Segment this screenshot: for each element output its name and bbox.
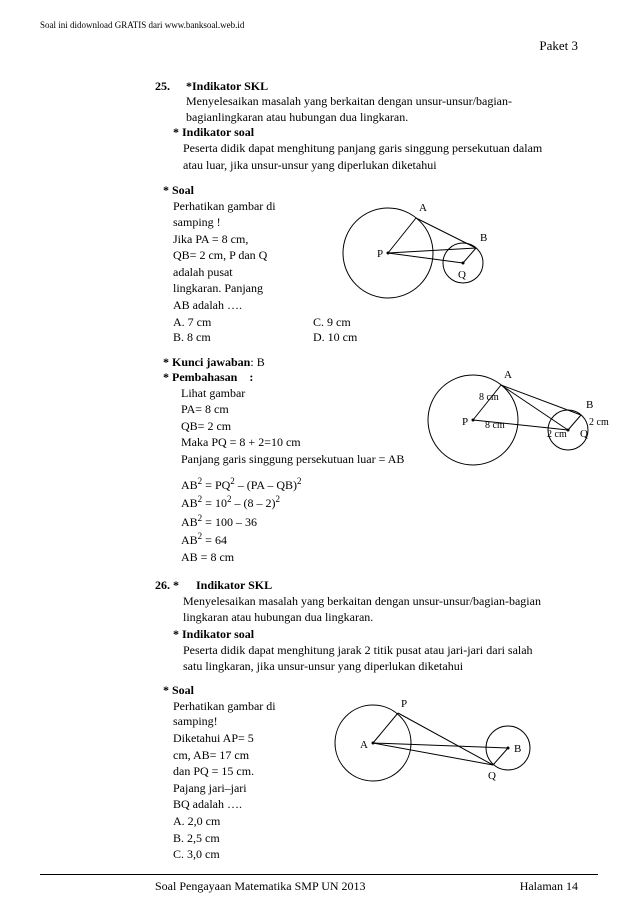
q25-skl-label: *Indikator SKL — [186, 79, 268, 93]
svg-text:2 cm: 2 cm — [547, 429, 567, 440]
q25-skl-text2: bagianlingkaran atau hubungan dua lingka… — [186, 110, 408, 124]
q26-indsoal-label: * Indikator soal — [173, 627, 254, 641]
q25-kunci-label: * Kunci jawaban — [163, 355, 250, 369]
footer-rule — [40, 874, 598, 875]
svg-text:Q: Q — [580, 428, 588, 440]
svg-text:Q: Q — [458, 269, 466, 281]
q26-opt-a: A. 2,0 cm — [173, 814, 318, 830]
q26-ind-t1: Peserta didik dapat menghitung jarak 2 t… — [183, 643, 558, 659]
header-note: Soal ini didownload GRATIS dari www.bank… — [40, 20, 598, 30]
svg-text:8 cm: 8 cm — [479, 392, 499, 403]
q25-opt-c: C. 9 cm — [313, 315, 351, 330]
q26-s2: Diketahui AP= 5 — [173, 731, 318, 747]
svg-text:8 cm: 8 cm — [485, 420, 505, 431]
svg-text:B: B — [586, 399, 593, 411]
q26-soal-label: * Soal — [163, 683, 318, 698]
q26-skl-t1: Menyelesaikan masalah yang berkaitan den… — [183, 594, 558, 610]
q25-s6: AB adalah …. — [173, 298, 313, 314]
q26-skl-label: Indikator SKL — [196, 578, 272, 592]
question-25: 25. *Indikator SKL Menyelesaikan masalah… — [155, 79, 558, 566]
svg-text:A: A — [504, 369, 512, 381]
q25-kunci-val: : B — [250, 355, 264, 369]
q25-s3: QB= 2 cm, P dan Q — [173, 248, 313, 264]
svg-text:Q: Q — [488, 770, 496, 782]
svg-text:B: B — [480, 232, 487, 244]
q26-s4: dan PQ = 15 cm. — [173, 764, 318, 780]
svg-text:2 cm: 2 cm — [589, 417, 609, 428]
svg-text:P: P — [401, 698, 407, 710]
q26-figure: P A B Q — [318, 683, 558, 803]
q25-indsoal-t1: Peserta didik dapat menghitung panjang g… — [183, 141, 558, 157]
q25-soal-label: * Soal — [163, 183, 313, 198]
q25-pemb-label: * Pembahasan — [163, 370, 237, 384]
svg-text:P: P — [377, 248, 383, 260]
footer-left: Soal Pengayaan Matematika SMP UN 2013 — [155, 879, 366, 894]
q25-number: 25. — [155, 79, 183, 94]
q25-s4: adalah pusat — [173, 265, 313, 281]
svg-text:A: A — [360, 739, 368, 751]
q25-pemb-colon: : — [249, 370, 253, 384]
svg-text:B: B — [514, 743, 521, 755]
paket-label: Paket 3 — [40, 38, 578, 54]
calc: AB — [181, 478, 198, 492]
svg-text:P: P — [462, 416, 468, 428]
q25-opt-b: B. 8 cm — [173, 330, 313, 345]
q26-opt-b: B. 2,5 cm — [173, 831, 318, 847]
q25-skl-text1: Menyelesaikan masalah yang berkaitan den… — [186, 94, 512, 108]
footer-right: Halaman 14 — [520, 879, 578, 894]
q26-ind-t2: satu lingkaran, jika unsur-unsur yang di… — [183, 659, 558, 675]
q25-indsoal-t2: atau luar, jika unsur-unsur yang diperlu… — [183, 158, 558, 174]
q25-s1: Perhatikan gambar di samping ! — [173, 199, 313, 230]
q25-figure2: A B P Q 8 cm 8 cm 2 cm 2 cm — [413, 355, 623, 470]
content: 25. *Indikator SKL Menyelesaikan masalah… — [155, 79, 558, 864]
q25-p1: Lihat gambar — [181, 386, 413, 402]
q25-p5: Panjang garis singgung persekutuan luar … — [181, 452, 413, 468]
q25-p2: PA= 8 cm — [181, 402, 413, 418]
q26-s1: Perhatikan gambar di samping! — [173, 699, 318, 730]
q25-p3: QB= 2 cm — [181, 419, 413, 435]
question-26: 26. * Indikator SKL Menyelesaikan masala… — [155, 578, 558, 864]
q26-number: 26. * — [155, 578, 193, 593]
q25-indsoal-label: * Indikator soal — [173, 125, 254, 139]
q26-s5: Pajang jari–jari — [173, 781, 318, 797]
svg-text:A: A — [419, 202, 427, 214]
q26-opt-c: C. 3,0 cm — [173, 847, 318, 863]
footer: Soal Pengayaan Matematika SMP UN 2013 Ha… — [155, 879, 578, 894]
q25-figure1: A B P Q — [313, 183, 533, 303]
q25-p4: Maka PQ = 8 + 2=10 cm — [181, 435, 413, 451]
q25-opt-d: D. 10 cm — [313, 330, 357, 345]
q25-s5: lingkaran. Panjang — [173, 281, 313, 297]
q26-skl-t2: lingkaran atau hubungan dua lingkaran. — [183, 610, 558, 626]
q25-s2: Jika PA = 8 cm, — [173, 232, 313, 248]
q26-s3: cm, AB= 17 cm — [173, 748, 318, 764]
q25-opt-a: A. 7 cm — [173, 315, 313, 330]
q26-s6: BQ adalah …. — [173, 797, 318, 813]
